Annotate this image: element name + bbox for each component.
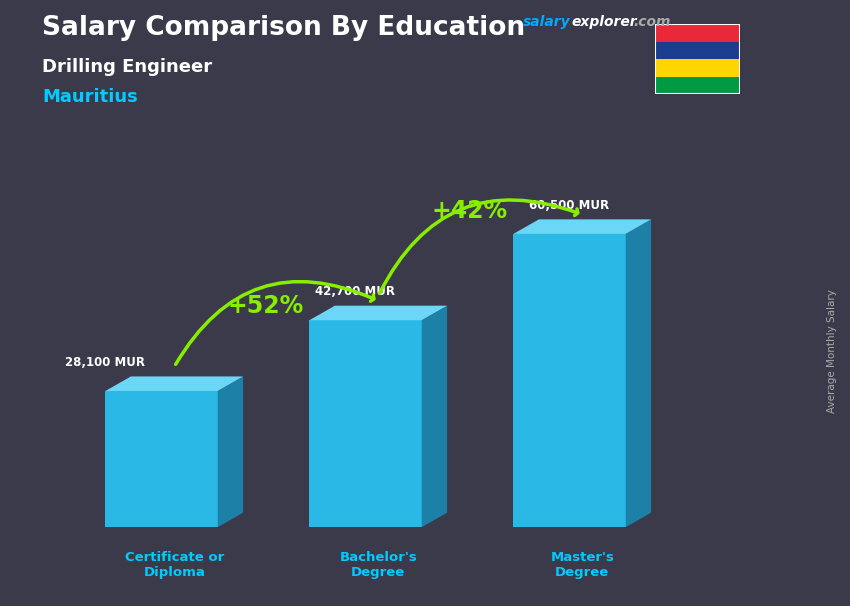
Polygon shape	[626, 219, 651, 527]
Text: Mauritius: Mauritius	[42, 88, 139, 106]
Text: Drilling Engineer: Drilling Engineer	[42, 58, 212, 76]
Bar	[654, 76, 740, 94]
Text: 28,100 MUR: 28,100 MUR	[65, 356, 145, 369]
Text: explorer: explorer	[571, 15, 637, 29]
Polygon shape	[218, 376, 243, 527]
Text: .com: .com	[633, 15, 671, 29]
Bar	[654, 42, 740, 59]
Text: 60,500 MUR: 60,500 MUR	[530, 199, 609, 212]
Text: salary: salary	[523, 15, 570, 29]
Polygon shape	[309, 305, 447, 320]
Text: Certificate or
Diploma: Certificate or Diploma	[125, 551, 224, 579]
Text: Master's
Degree: Master's Degree	[550, 551, 615, 579]
Bar	[654, 59, 740, 76]
Polygon shape	[513, 234, 626, 527]
Text: Average Monthly Salary: Average Monthly Salary	[827, 290, 837, 413]
Polygon shape	[105, 391, 218, 527]
Polygon shape	[309, 320, 422, 527]
Text: +52%: +52%	[228, 295, 304, 318]
Polygon shape	[513, 219, 651, 234]
Text: Bachelor's
Degree: Bachelor's Degree	[339, 551, 417, 579]
Text: Salary Comparison By Education: Salary Comparison By Education	[42, 15, 525, 41]
Bar	[654, 24, 740, 42]
Polygon shape	[105, 376, 243, 391]
Polygon shape	[422, 305, 447, 527]
Text: 42,700 MUR: 42,700 MUR	[315, 285, 395, 298]
Text: +42%: +42%	[432, 199, 508, 224]
